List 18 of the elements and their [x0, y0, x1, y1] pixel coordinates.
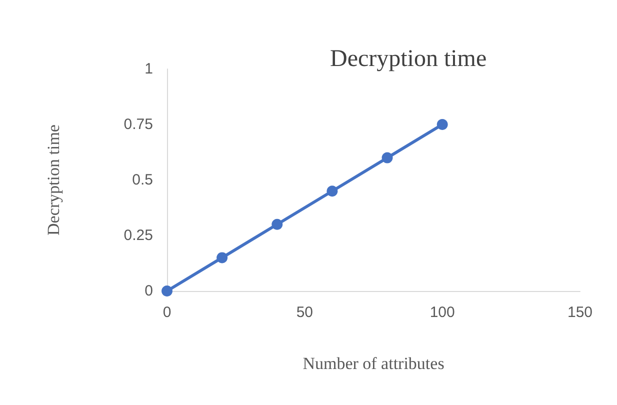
y-axis-title: Decryption time [44, 124, 63, 236]
y-tick-label: 0 [144, 282, 153, 300]
point [382, 152, 393, 164]
y-tick-label: 0.75 [124, 116, 153, 133]
point [162, 286, 172, 296]
point [436, 119, 448, 130]
point [326, 186, 338, 197]
point [216, 252, 228, 264]
y-tick-label: 1 [144, 60, 153, 78]
point [272, 218, 283, 230]
chart-title: Decryption time [330, 46, 487, 72]
y-tick-label: 0.5 [132, 172, 153, 188]
x-tick-label: 100 [430, 304, 455, 321]
x-axis-title: Number of attributes [302, 354, 444, 373]
x-tick-label: 0 [162, 304, 172, 321]
x-tick-label: 50 [296, 304, 314, 321]
y-tick-label: 0.25 [124, 227, 153, 244]
x-tick-label: 150 [567, 304, 593, 321]
